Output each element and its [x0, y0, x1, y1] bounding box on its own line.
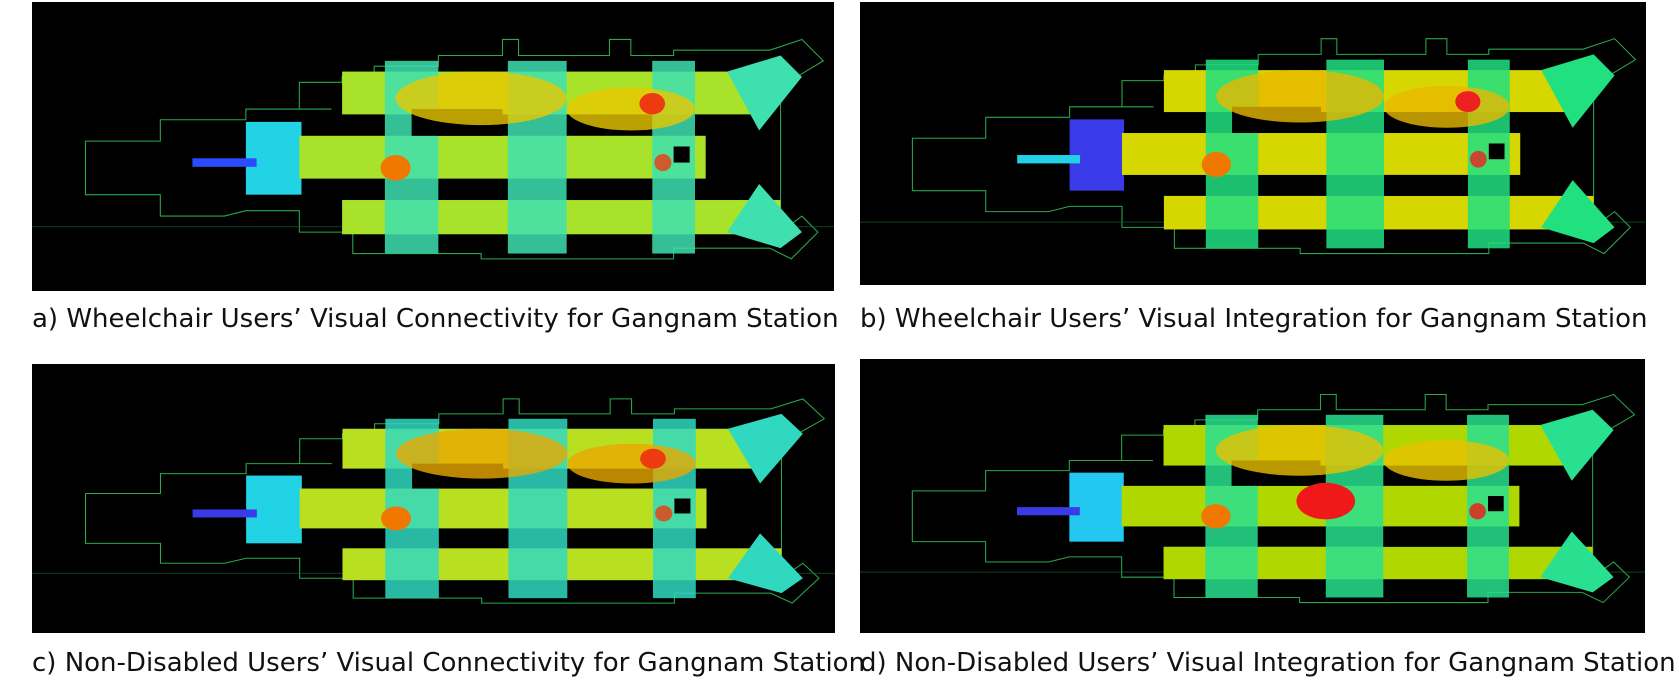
- area: [1540, 409, 1614, 481]
- hotspot: [639, 92, 666, 115]
- area: [1540, 531, 1614, 593]
- void: [1383, 526, 1468, 547]
- hotspot: [655, 505, 673, 522]
- panel-b: [860, 2, 1646, 285]
- area: [299, 135, 706, 179]
- area: [1017, 155, 1081, 164]
- caption: c) Non-Disabled Users’ Visual Connectivi…: [32, 648, 866, 678]
- outline: [84, 38, 825, 260]
- area: [192, 509, 257, 518]
- void: [1488, 496, 1504, 512]
- area: [1017, 507, 1080, 516]
- hotspot: [381, 506, 412, 531]
- area: [727, 55, 802, 131]
- hotspot: [1384, 85, 1510, 128]
- hotspot: [1383, 440, 1509, 481]
- caption: a) Wheelchair Users’ Visual Connectivity…: [32, 304, 839, 334]
- area: [1122, 133, 1521, 175]
- area: [727, 533, 803, 594]
- caption: b) Wheelchair Users’ Visual Integration …: [860, 304, 1648, 334]
- hotspot: [1469, 150, 1487, 168]
- hotspot: [1201, 151, 1231, 178]
- panel-a: [32, 2, 834, 291]
- hotspot: [567, 443, 696, 484]
- hotspot: [380, 155, 411, 181]
- heatmap: [860, 38, 1646, 255]
- hotspot: [654, 153, 672, 172]
- outline: [84, 398, 826, 604]
- area: [727, 183, 802, 249]
- void: [1384, 174, 1468, 196]
- area: [192, 158, 257, 167]
- void: [673, 146, 690, 163]
- heatmap: [32, 398, 835, 604]
- hotspot: [1455, 91, 1481, 113]
- area: [727, 413, 803, 484]
- panel-c: [32, 364, 835, 633]
- void: [674, 498, 691, 514]
- outline: [911, 38, 1637, 255]
- void: [567, 528, 653, 549]
- void: [566, 178, 653, 201]
- hotspot: [640, 448, 666, 469]
- void: [1488, 143, 1505, 160]
- heatmap: [32, 38, 834, 260]
- hotspot: [395, 71, 567, 126]
- heatmap: [860, 393, 1645, 604]
- area: [246, 475, 302, 544]
- hotspot: [1296, 482, 1356, 520]
- hotspot: [1201, 504, 1231, 529]
- hotspot: [1216, 70, 1384, 123]
- area: [1541, 180, 1615, 244]
- caption: d) Non-Disabled Users’ Visual Integratio…: [860, 648, 1676, 678]
- hotspot: [1469, 503, 1486, 520]
- area: [1541, 54, 1615, 128]
- hotspot: [566, 87, 695, 131]
- hotspot: [396, 428, 568, 479]
- outline: [911, 393, 1636, 604]
- area: [299, 488, 707, 529]
- hotspot: [1215, 424, 1384, 476]
- panel-d: [860, 359, 1645, 633]
